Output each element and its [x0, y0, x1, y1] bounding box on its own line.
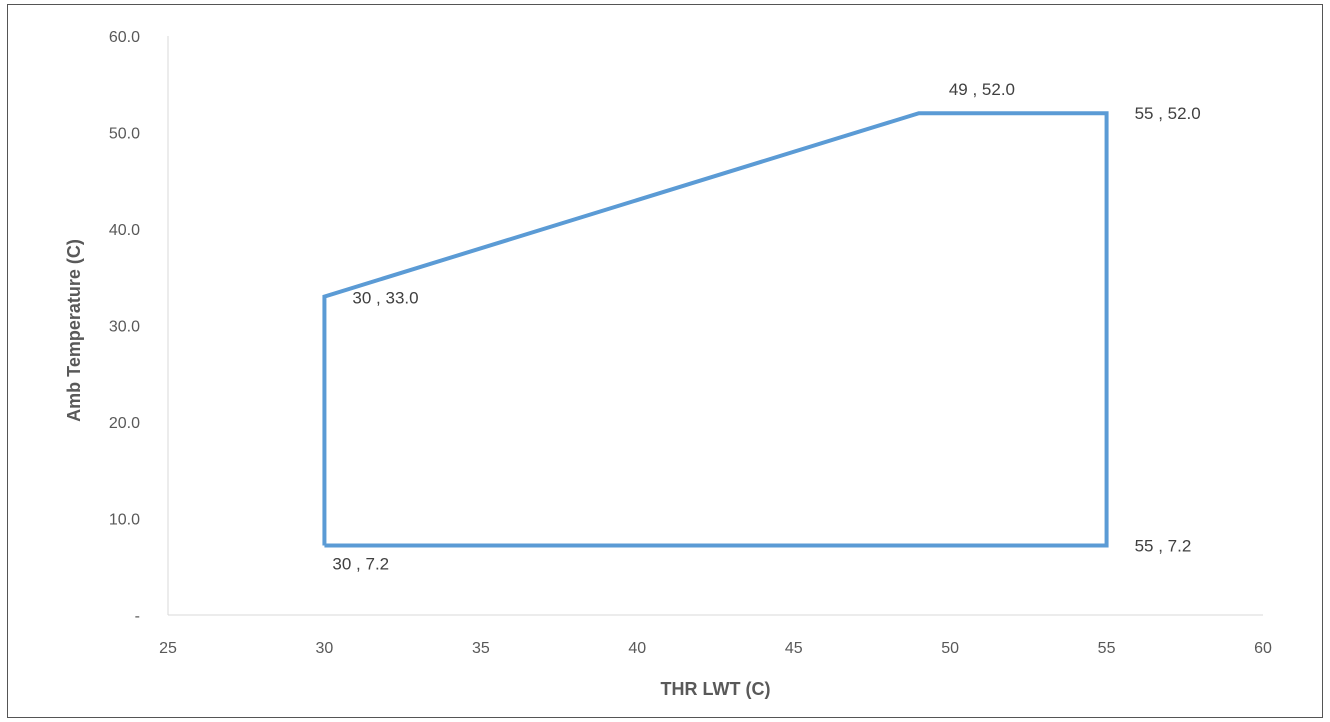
y-tick-label: 40.0: [109, 222, 140, 239]
x-tick-label: 60: [1254, 640, 1272, 657]
data-label: 30 , 7.2: [332, 555, 389, 574]
y-tick-label: 20.0: [109, 415, 140, 432]
y-tick-label: 10.0: [109, 512, 140, 529]
x-tick-label: 30: [316, 640, 334, 657]
data-label: 49 , 52.0: [949, 80, 1015, 99]
x-tick-label: 35: [472, 640, 490, 657]
y-tick-label: 60.0: [109, 29, 140, 46]
data-label: 55 , 52.0: [1135, 104, 1201, 123]
data-label: 55 , 7.2: [1135, 537, 1192, 556]
axes: [167, 36, 1263, 616]
series-line: [322, 111, 1109, 548]
x-tick-label: 55: [1098, 640, 1116, 657]
x-tick-label: 45: [785, 640, 803, 657]
x-tick-label: 50: [941, 640, 959, 657]
y-axis-title: Amb Temperature (C): [64, 239, 84, 422]
x-tick-label: 40: [628, 640, 646, 657]
y-tick-label: 50.0: [109, 126, 140, 143]
y-tick-label: -: [135, 608, 140, 625]
data-labels: 30 , 7.2 30 , 33.0 49 , 52.0 55 , 52.0 55 , …: [332, 80, 1200, 573]
tick-labels: 25 30 35 40 45 50 55 60 - 10.0 20.0 30.0 40.0 50.0 60.…: [109, 29, 1272, 657]
series-layer: [322, 111, 1109, 548]
y-tick-label: 30.0: [109, 319, 140, 336]
chart-frame: [7, 4, 1323, 718]
x-tick-label: 25: [159, 640, 177, 657]
x-axis-title: THR LWT (C): [661, 679, 771, 699]
data-label: 30 , 33.0: [352, 289, 418, 308]
